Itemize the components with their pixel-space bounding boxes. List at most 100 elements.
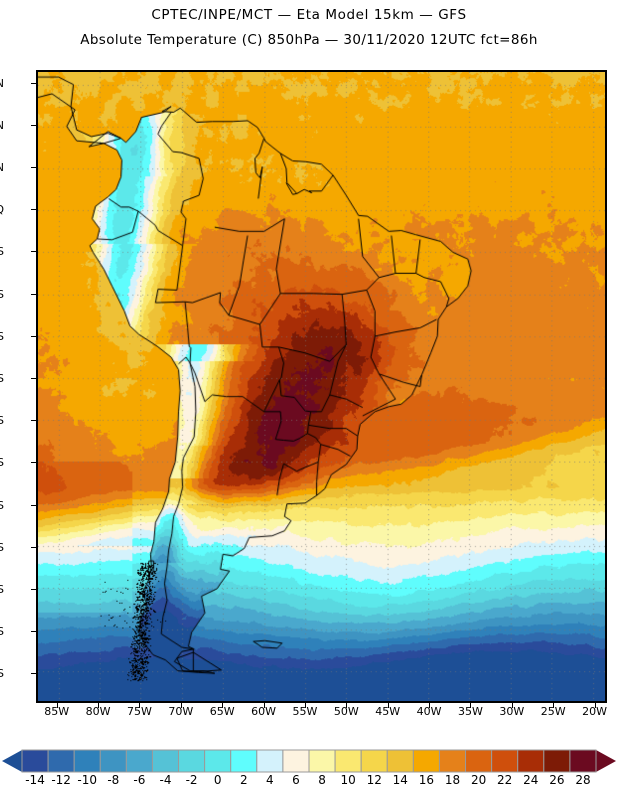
colorbar-tick-label: -10: [77, 773, 98, 787]
lat-tick-25S: 25S: [0, 414, 4, 428]
colorbar-tick-label: -2: [185, 773, 198, 787]
lat-tickmark: [31, 631, 36, 633]
colorbar-tick-label: -14: [25, 773, 45, 787]
colorbar-swatch: [491, 749, 519, 773]
colorbar-swatch: [178, 749, 206, 773]
lon-tickmark: [180, 703, 182, 708]
lat-tickmark: [31, 546, 36, 548]
lat-tickmark: [31, 378, 36, 380]
lon-tick-25W: 25W: [540, 705, 566, 718]
lat-tickmark: [31, 420, 36, 422]
colorbar-tick-label: 10: [340, 773, 356, 787]
lon-tickmark: [263, 703, 265, 708]
lon-tickmark: [304, 703, 306, 708]
colorbar-tick-label: 4: [266, 773, 274, 787]
colorbar-over-arrow: [596, 750, 616, 772]
lon-tick-45W: 45W: [375, 705, 401, 718]
lat-tick-15S: 15S: [0, 329, 4, 343]
lat-tickmark: [31, 293, 36, 295]
chart-title-block: CPTEC/INPE/MCT — Eta Model 15km — GFS Ab…: [0, 0, 618, 48]
lat-tick-5S: 5S: [0, 245, 4, 259]
model-title: CPTEC/INPE/MCT — Eta Model 15km — GFS: [151, 7, 467, 23]
lon-tick-85W: 85W: [44, 705, 70, 718]
lon-tickmark: [594, 703, 596, 708]
colorbar-swatch: [73, 749, 101, 773]
colorbar-swatch: [282, 749, 310, 773]
colorbar-swatch: [21, 749, 49, 773]
colorbar-swatch: [230, 749, 258, 773]
lat-tick-45S: 45S: [0, 583, 4, 597]
lat-tick-40S: 40S: [0, 540, 4, 554]
colorbar-swatch: [125, 749, 153, 773]
colorbar-tick-label: 26: [549, 773, 565, 787]
lat-tick-10S: 10S: [0, 287, 4, 301]
lon-tickmark: [56, 703, 58, 708]
colorbar-swatch: [151, 749, 180, 773]
lon-tickmark: [139, 703, 141, 708]
colorbar-swatch: [256, 749, 284, 773]
lat-tick-50S: 50S: [0, 625, 4, 639]
colorbar-tick-label: 0: [213, 773, 222, 787]
lon-tick-35W: 35W: [458, 705, 483, 718]
lon-tick-65W: 65W: [209, 705, 235, 718]
colorbar-tick-label: 8: [318, 773, 326, 787]
lon-tickmark: [98, 703, 100, 708]
colorbar-tick-label: 24: [523, 773, 539, 787]
lat-tick-EQ: EQ: [0, 204, 4, 215]
lat-tick-5N: 5N: [0, 162, 4, 173]
lat-tickmark: [31, 335, 36, 337]
colorbar-tick-label: -8: [107, 773, 120, 787]
colorbar-tick-label: 28: [575, 773, 591, 787]
colorbar-swatch: [308, 749, 336, 773]
lat-tickmark: [31, 209, 36, 211]
colorbar-tick-label: -12: [51, 773, 71, 787]
lon-tick-75W: 75W: [127, 705, 152, 718]
lon-tick-80W: 80W: [85, 705, 111, 718]
colorbar-tick-label: 18: [444, 773, 461, 787]
lat-tickmark: [31, 589, 36, 591]
lon-tickmark: [470, 703, 472, 708]
lat-tickmark: [31, 673, 36, 675]
colorbar-tick-label: -6: [133, 773, 146, 787]
lon-tick-30W: 30W: [499, 705, 525, 718]
colorbar-tick-label: -4: [159, 773, 172, 787]
lat-tick-10N: 10N: [0, 120, 4, 131]
colorbar-tick-label: 14: [392, 773, 408, 787]
colorbar-swatch: [99, 749, 127, 773]
colorbar-swatch: [334, 749, 362, 773]
colorbar-tick-label: 2: [239, 773, 248, 787]
lon-tickmark: [346, 703, 348, 708]
colorbar-swatch: [386, 749, 414, 773]
colorbar-swatch: [543, 749, 571, 773]
lon-tick-50W: 50W: [333, 705, 359, 718]
lon-tick-20W: 20W: [582, 705, 608, 718]
lat-tick-30S: 30S: [0, 456, 4, 470]
map-plot-area: [36, 70, 607, 703]
temperature-field-canvas: [38, 72, 605, 701]
colorbar-tick-label: 16: [418, 773, 435, 787]
lat-tickmark: [31, 462, 36, 464]
colorbar-swatch: [569, 749, 597, 773]
colorbar: -14 -12 -10 -8 -6 -4 -2 0 2 4 6 8 10 12 14 16 18 20 22 24 26…: [0, 748, 618, 798]
colorbar-swatch: [517, 749, 545, 773]
colorbar-swatch: [360, 749, 388, 773]
lat-tickmark: [31, 167, 36, 169]
lat-tick-15N: 15N: [0, 78, 4, 89]
colorbar-swatch: [412, 749, 440, 773]
lat-tickmark: [31, 504, 36, 506]
lat-tick-20S: 20S: [0, 372, 4, 386]
colorbar-tick-label: 6: [292, 773, 300, 787]
colorbar-tick-label: 12: [366, 773, 382, 787]
colorbar-swatch: [465, 749, 493, 773]
lat-tickmark: [31, 124, 36, 126]
field-title: Absolute Temperature (C) 850hPa — 30/11/…: [80, 32, 538, 48]
lon-tick-60W: 60W: [251, 705, 276, 718]
lat-tickmark: [31, 251, 36, 253]
lon-tickmark: [511, 703, 513, 708]
lon-tick-70W: 70W: [168, 705, 194, 718]
lon-tickmark: [553, 703, 555, 708]
lon-tickmark: [387, 703, 389, 708]
lat-tick-55S: 55S: [0, 667, 4, 681]
colorbar-tick-label: 20: [470, 773, 487, 787]
colorbar-tick-label: 22: [497, 773, 513, 787]
